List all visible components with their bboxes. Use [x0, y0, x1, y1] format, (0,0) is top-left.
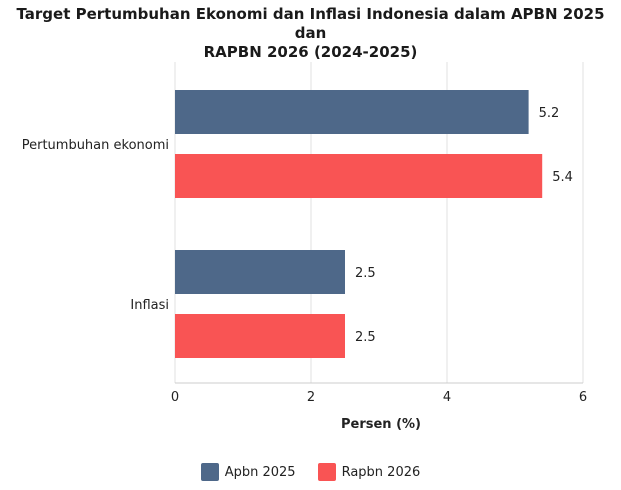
- legend: Apbn 2025 Rapbn 2026: [0, 463, 621, 481]
- bar-apbn-2025-1: [175, 250, 345, 294]
- bar-chart: 0 2 4 6 Persen (%) 5.2 5.4 Pertumbuhan ekonomi 2…: [22, 62, 587, 432]
- data-label: 2.5: [355, 330, 376, 345]
- x-tick-label: 4: [443, 390, 451, 405]
- x-axis-title: Persen (%): [341, 417, 421, 432]
- bar-rapbn-2026-1: [175, 314, 345, 358]
- bar-apbn-2025-0: [175, 90, 529, 134]
- legend-item-rapbn-2026[interactable]: Rapbn 2026: [317, 463, 421, 481]
- data-label: 2.5: [355, 266, 376, 281]
- legend-swatch-apbn-2025: [200, 463, 219, 481]
- legend-item-apbn-2025[interactable]: Apbn 2025: [200, 463, 296, 481]
- data-label: 5.4: [552, 170, 573, 185]
- chart-title: Target Pertumbuhan Ekonomi dan Inflasi I…: [0, 5, 621, 62]
- x-tick-label: 0: [171, 390, 179, 405]
- data-label: 5.2: [539, 106, 560, 121]
- category-label: Pertumbuhan ekonomi: [22, 138, 169, 153]
- category-label: Inflasi: [130, 298, 169, 313]
- x-tick-label: 2: [307, 390, 315, 405]
- chart-title-line1: Target Pertumbuhan Ekonomi dan Inflasi I…: [16, 5, 605, 42]
- chart-title-line2: RAPBN 2026 (2024-2025): [203, 43, 418, 61]
- legend-swatch-rapbn-2026: [317, 463, 336, 481]
- legend-label-rapbn-2026: Rapbn 2026: [341, 464, 421, 480]
- legend-label-apbn-2025: Apbn 2025: [224, 464, 296, 480]
- bar-rapbn-2026-0: [175, 154, 543, 198]
- x-tick-label: 6: [579, 390, 587, 405]
